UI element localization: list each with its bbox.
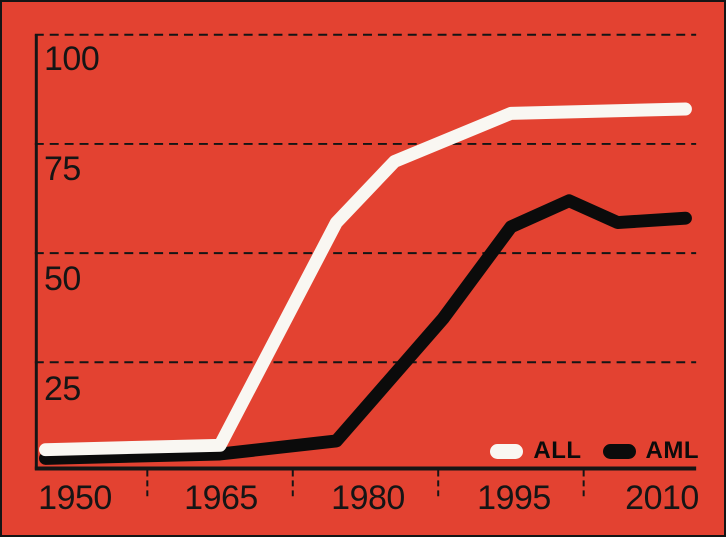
legend-item-all: ALL xyxy=(490,439,581,463)
legend: ALL AML xyxy=(490,439,699,463)
legend-item-aml: AML xyxy=(602,437,699,464)
aml-series-swatch-icon xyxy=(602,443,636,459)
x-axis-tick-label: 1950 xyxy=(38,479,112,517)
series-line-all xyxy=(39,102,692,457)
x-axis-tick-label: 2010 xyxy=(625,479,699,517)
all-series-swatch-icon xyxy=(490,443,524,459)
y-axis-tick-label: 25 xyxy=(44,370,81,408)
legend-label-aml: AML xyxy=(645,437,699,464)
y-axis-tick-label: 100 xyxy=(44,40,100,78)
legend-label-all: ALL xyxy=(533,437,582,464)
x-axis-tick-label: 1995 xyxy=(477,479,551,517)
series-line-aml xyxy=(39,194,692,465)
x-axis-tick-label: 1980 xyxy=(331,479,405,517)
y-axis-tick-label: 50 xyxy=(44,260,81,298)
y-axis-tick-label: 75 xyxy=(44,150,81,188)
x-axis-tick-label: 1965 xyxy=(184,479,258,517)
